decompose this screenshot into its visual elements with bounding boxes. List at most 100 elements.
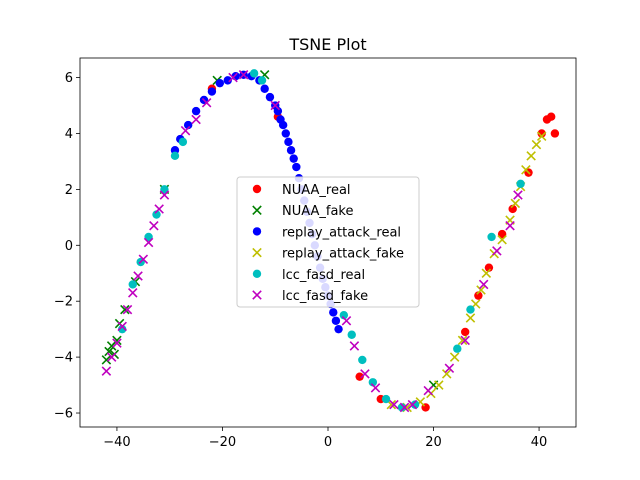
- data-point: [537, 129, 546, 138]
- data-point: [497, 229, 507, 239]
- data-point: [487, 232, 496, 242]
- data-point: [476, 285, 486, 295]
- data-point: [449, 352, 460, 362]
- data-point: [347, 330, 356, 339]
- data-point: [444, 363, 455, 374]
- x-tick-label: −20: [209, 435, 236, 450]
- data-point: [106, 352, 117, 362]
- data-point: [249, 69, 259, 78]
- data-point: [466, 305, 475, 314]
- data-point: [358, 355, 367, 365]
- data-point: [138, 254, 149, 265]
- data-point: [201, 97, 212, 108]
- data-point: [101, 355, 112, 365]
- data-point: [270, 100, 280, 111]
- x-tick-label: 0: [324, 435, 332, 450]
- data-point: [149, 220, 159, 231]
- data-point: [497, 234, 507, 245]
- data-point: [180, 125, 191, 136]
- data-point: [122, 304, 133, 315]
- data-point: [453, 344, 462, 353]
- data-point: [257, 76, 267, 85]
- data-point: [410, 400, 420, 409]
- legend-box: [236, 176, 420, 308]
- data-point: [101, 366, 112, 376]
- y-tick-label: −6: [54, 407, 73, 422]
- data-point: [144, 232, 153, 242]
- y-tick-label: −4: [54, 351, 73, 366]
- x-tick-label: −40: [103, 435, 130, 450]
- data-point: [381, 394, 391, 404]
- data-point: [278, 120, 288, 130]
- legend-label: NUAA_real: [282, 183, 351, 198]
- series-lcc_fasd_real: [118, 69, 525, 412]
- data-point: [508, 204, 517, 214]
- data-point: [349, 341, 360, 351]
- data-point: [492, 246, 502, 256]
- data-point: [360, 369, 370, 379]
- data-point: [154, 204, 164, 214]
- data-point: [457, 335, 468, 346]
- chart-title: TSNE Plot: [288, 35, 366, 54]
- data-point: [423, 385, 434, 396]
- data-point: [389, 399, 399, 410]
- data-point: [281, 129, 290, 138]
- data-point: [143, 237, 154, 248]
- data-point: [341, 316, 352, 326]
- data-point: [465, 313, 476, 323]
- data-point: [265, 92, 275, 102]
- legend: NUAA_real NUAA_fake replay_attack_realrepl…: [236, 176, 420, 308]
- y-tick-label: −2: [54, 295, 73, 310]
- data-point: [460, 327, 470, 337]
- data-point: [334, 324, 343, 334]
- data-point: [112, 335, 122, 346]
- legend-label: replay_attack_real: [282, 225, 401, 240]
- data-point: [407, 399, 418, 410]
- data-point: [178, 137, 188, 147]
- data-point: [441, 369, 452, 379]
- data-point: [536, 131, 547, 142]
- data-point: [112, 338, 122, 348]
- plot-area: [101, 69, 560, 413]
- data-point: [355, 372, 364, 381]
- data-point: [120, 304, 130, 315]
- legend-label: lcc_fasd_real: [282, 268, 365, 283]
- data-point: [510, 198, 521, 209]
- data-point: [238, 70, 249, 80]
- y-tick-label: 2: [65, 183, 73, 198]
- data-point: [191, 114, 201, 125]
- x-tick-label: 20: [425, 435, 442, 450]
- data-point: [292, 162, 301, 172]
- data-point: [478, 279, 489, 290]
- y-tick-label: 4: [65, 127, 73, 142]
- data-point: [223, 76, 232, 85]
- data-point: [339, 310, 349, 320]
- data-point: [481, 268, 492, 279]
- x-tick-label: 40: [531, 435, 548, 450]
- data-point: [160, 185, 169, 194]
- data-point: [531, 139, 542, 150]
- legend-marker: [252, 247, 262, 258]
- data-point: [191, 106, 201, 116]
- data-point: [329, 308, 338, 317]
- data-point: [128, 288, 138, 298]
- series-lcc_fasd_fake: [101, 70, 523, 413]
- data-point: [331, 316, 341, 325]
- data-point: [513, 190, 523, 200]
- series-NUAA_fake: [101, 70, 439, 390]
- series-NUAA_real: [207, 84, 560, 412]
- data-point: [505, 220, 515, 231]
- data-point: [128, 280, 137, 289]
- data-point: [547, 112, 556, 121]
- data-point: [370, 383, 381, 393]
- data-point: [284, 137, 293, 147]
- y-tick-label: 6: [65, 71, 73, 86]
- data-point: [152, 210, 161, 219]
- data-point: [170, 151, 180, 161]
- data-point: [133, 271, 143, 281]
- legend-label: lcc_fasd_fake: [282, 289, 368, 304]
- data-point: [159, 190, 170, 200]
- legend-marker: [252, 184, 262, 194]
